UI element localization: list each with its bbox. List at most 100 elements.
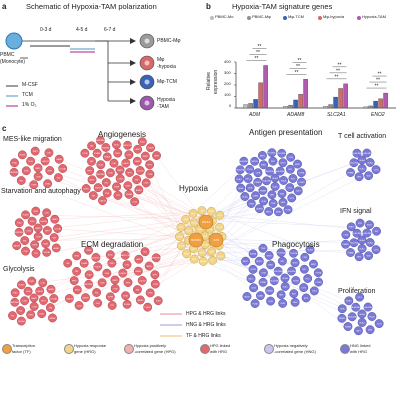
gene-node-hng [365,158,375,167]
gene-node-hpg [38,278,48,288]
legend-label-0: PBMC-Mo [215,14,234,19]
gene-node-label: LGALS3 [122,162,129,165]
gene-node-label: CD74 [374,169,379,171]
gene-node-label: CD74 [377,323,382,325]
gene-node-label: TAP1 [357,176,361,179]
gene-node-label: CD74 [301,287,306,289]
gene-node-hng [290,258,300,268]
group-prolif-label: Proliferation [338,288,376,295]
gene-node-label: CD80 [261,201,266,203]
gene-node-label: CTSD [144,183,150,185]
gene-node-label: CIITA [340,308,345,311]
legend-line2-1: gene (HRG) [74,349,96,354]
gene-node-hng [276,290,286,300]
network-edge [54,211,212,220]
gene-node-hng [357,164,367,173]
gene-node-label: HLA-DRA [263,180,272,183]
gene-node-hng [262,176,271,186]
gene-node-label: CD44 [77,305,82,307]
gene-node-label: PSMB9 [343,244,349,246]
gene-node-label: TIMP1 [33,151,38,153]
gene-node-label: FCGR2A [278,152,286,155]
gene-node-hpg [81,293,90,303]
legend-line2-2: -correlated gene (HPG) [134,349,176,354]
legend-swatch-0 [210,16,214,20]
gene-node-label: HLA-C [282,285,288,288]
gene-node-label: FCGR1A [268,151,276,154]
gene-node-hng [349,238,359,248]
gene-node-hpg [29,180,39,190]
gene-node-label: IRF1 [358,223,362,225]
gene-node-hng [254,204,264,214]
gene-node-label: TIMP1 [109,263,114,265]
gene-node-label: STAT1 [268,264,273,267]
network-edge [21,260,213,285]
gene-node-label: SPP1 [41,300,46,302]
gene-node-hpg [145,169,155,179]
gene-node-hng [277,256,287,266]
panel-a-graphics [5,32,155,111]
gene-node-hng [277,148,287,158]
gene-node-hng [278,298,288,308]
bar-adm-0 [243,104,248,109]
gene-node-hpg [113,190,123,200]
gene-node-hrg [175,232,184,242]
gene-node-label: CD36 [303,257,308,259]
gene-node-label: PGAM1 [94,152,100,155]
gene-node-hng [305,245,315,255]
legend-mcsf: M-CSF [22,82,38,88]
gene-node-label: SQSTM1 [92,257,99,259]
gene-node-label: CIITA [256,172,261,175]
gene-node-label: VEGFA [177,235,184,238]
gene-node-label: HLA-C [272,185,278,188]
bar-eno2-2 [373,100,378,109]
gene-node-hrg [181,214,191,224]
gene-node-label: HLA-DRA [350,162,359,165]
gene-node-label: CIITA [261,272,266,275]
gene-node-hpg [44,148,54,158]
gene-node-hpg [125,168,135,177]
gene-node-label: HLA-DPA1 [363,152,372,155]
gene-node-hpg [132,156,142,166]
gene-node-hpg [54,154,64,164]
gene-node-label: TPI1 [34,253,38,255]
gene-node-hng [355,292,365,302]
gene-node-hpg [26,310,36,320]
gene-label-adam8: ADAM8 [287,112,305,118]
gene-node-hng [276,248,286,258]
gene-node-hpg [123,278,133,287]
gene-node-hrg [184,226,194,236]
gene-node-label: HLA-DRA [236,169,245,172]
gene-node-hng [374,319,384,329]
gene-node-label: SERPINE1 [15,232,24,234]
gene-node-hpg [87,141,97,151]
gene-node-label: PCNA [286,208,292,211]
sig-marker: ** [376,78,380,84]
legend-line2-5: with HRG [350,349,368,354]
gene-node-label: MMP9 [35,168,40,170]
gene-node-hng [362,148,372,158]
gene-node-label: MCM2 [276,212,281,214]
gene-node-hpg [26,156,36,166]
gene-node-hpg [16,176,26,185]
panel-b-chart: ************************ [234,44,396,109]
gene-node-label: PGAM1 [81,262,87,265]
gene-node-hpg [107,258,117,268]
network-edge [218,245,254,270]
gene-node-hng [357,318,367,327]
gene-node-hpg [93,262,103,272]
gene-node-hpg [120,250,130,260]
legend-tcm: TCM [22,92,33,98]
gene-node-hng [235,165,245,175]
group-starv-label: Starvation and autophagy [1,188,81,195]
gene-node-label: MKI67 [311,264,316,266]
gene-node-hpg [145,160,155,170]
gene-node-hpg [123,181,133,191]
gene-node-label: S100A4 [18,320,24,323]
gene-node-hng [309,286,319,296]
legend-swatch-1 [247,16,251,20]
gene-node-hng [240,192,250,201]
gene-node-hpg [88,191,98,200]
sig-marker: ** [258,44,262,50]
gene-node-hpg [35,286,45,296]
